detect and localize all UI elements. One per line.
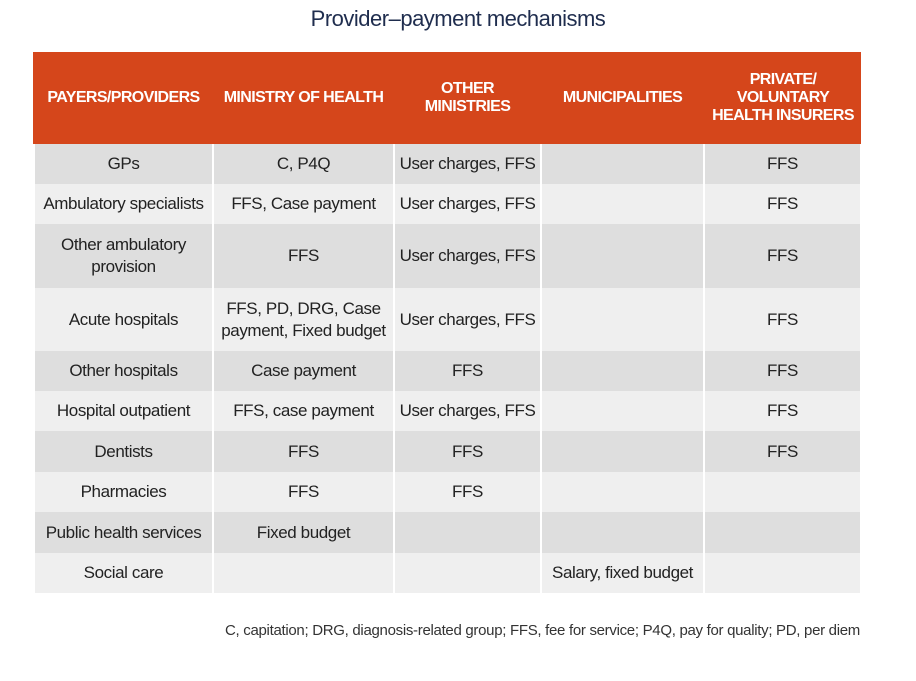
table-cell bbox=[540, 288, 705, 351]
table-cell: FFS bbox=[393, 431, 542, 472]
table-cell: FFS bbox=[703, 391, 862, 431]
table-cell bbox=[393, 553, 542, 593]
table-cell: FFS bbox=[212, 472, 395, 512]
table-row: Acute hospitals FFS, PD, DRG, Case paymen… bbox=[33, 288, 862, 351]
table-cell: User charges, FFS bbox=[393, 391, 542, 431]
table-cell: FFS bbox=[703, 288, 862, 351]
table-row: GPs C, P4Q User charges, FFS FFS bbox=[33, 144, 862, 184]
table-cell: FFS bbox=[212, 224, 395, 288]
table-cell bbox=[703, 472, 862, 512]
table-cell: FFS bbox=[703, 224, 862, 288]
row-header: Hospital outpatient bbox=[33, 391, 214, 431]
row-header: Ambulatory specialists bbox=[33, 184, 214, 224]
table-row: Other ambulatory provision FFS User charge… bbox=[33, 224, 862, 288]
table-cell bbox=[540, 431, 705, 472]
table-row: Other hospitals Case payment FFS FFS bbox=[33, 351, 862, 391]
title: Provider–payment mechanisms bbox=[310, 6, 606, 31]
table-cell: Case payment bbox=[212, 351, 395, 391]
table-row: Ambulatory specialists FFS, Case payment U… bbox=[33, 184, 862, 224]
table-cell bbox=[393, 512, 542, 553]
column-header: OTHER MINISTRIES bbox=[393, 52, 541, 144]
row-header: Dentists bbox=[33, 431, 214, 472]
table-cell: FFS bbox=[703, 351, 862, 391]
payment-table: PAYERS/PROVIDERS MINISTRY OF HEALTH OTHER … bbox=[33, 52, 862, 593]
table-cell: FFS bbox=[212, 431, 395, 472]
table-cell: User charges, FFS bbox=[393, 288, 542, 351]
table-cell bbox=[703, 512, 862, 553]
table-cell bbox=[703, 553, 862, 593]
table-cell: FFS, Case payment bbox=[212, 184, 395, 224]
table-cell bbox=[540, 512, 705, 553]
table-cell: User charges, FFS bbox=[393, 144, 542, 184]
row-header: Other hospitals bbox=[33, 351, 214, 391]
table-cell: FFS bbox=[393, 351, 542, 391]
table-cell bbox=[540, 184, 705, 224]
table-cell bbox=[540, 351, 705, 391]
row-header: Acute hospitals bbox=[33, 288, 214, 351]
table-row: Dentists FFS FFS FFS bbox=[33, 431, 862, 472]
row-header: Public health services bbox=[33, 512, 214, 553]
table-cell: User charges, FFS bbox=[393, 224, 542, 288]
row-header: Other ambulatory provision bbox=[33, 224, 214, 288]
table-cell: FFS bbox=[703, 184, 862, 224]
table-row: Hospital outpatient FFS, case payment User… bbox=[33, 391, 862, 431]
table-cell bbox=[540, 472, 705, 512]
row-header: Social care bbox=[33, 553, 214, 593]
table-cell: Fixed budget bbox=[212, 512, 395, 553]
table-cell: FFS bbox=[703, 431, 862, 472]
column-header: PRIVATE/ VOLUNTARY HEALTH INSURERS bbox=[703, 52, 861, 144]
row-header: GPs bbox=[33, 144, 214, 184]
table-cell: FFS bbox=[393, 472, 542, 512]
table-cell bbox=[540, 391, 705, 431]
column-header: PAYERS/PROVIDERS bbox=[33, 52, 213, 144]
table-cell bbox=[540, 144, 705, 184]
table-cell: FFS, case payment bbox=[212, 391, 395, 431]
table-cell: C, P4Q bbox=[212, 144, 395, 184]
table-cell bbox=[212, 553, 395, 593]
table-row: Public health services Fixed budget bbox=[33, 512, 862, 553]
header-row: PAYERS/PROVIDERS MINISTRY OF HEALTH OTHER … bbox=[33, 52, 861, 144]
table-row: Pharmacies FFS FFS bbox=[33, 472, 862, 512]
table-cell: Salary, fixed budget bbox=[540, 553, 705, 593]
table-cell: FFS, PD, DRG, Case payment, Fixed budget bbox=[212, 288, 395, 351]
column-header: MINISTRY OF HEALTH bbox=[212, 52, 394, 144]
table-cell bbox=[540, 224, 705, 288]
column-header: MUNICIPALITIES bbox=[540, 52, 704, 144]
table-cell: FFS bbox=[703, 144, 862, 184]
table-cell: User charges, FFS bbox=[393, 184, 542, 224]
footnote: C, capitation; DRG, diagnosis-related gr… bbox=[225, 622, 860, 639]
row-header: Pharmacies bbox=[33, 472, 214, 512]
table-row: Social care Salary, fixed budget bbox=[33, 553, 862, 593]
